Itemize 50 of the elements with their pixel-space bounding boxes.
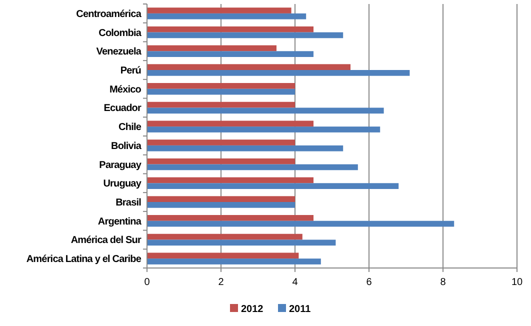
legend-label: 2012 <box>241 304 264 315</box>
y-tick-label: Centroamérica <box>76 8 142 20</box>
bar <box>147 158 295 164</box>
bar <box>147 234 302 240</box>
bar <box>147 102 295 108</box>
bar <box>147 202 295 208</box>
bar <box>147 83 295 89</box>
bar <box>147 240 336 246</box>
bar <box>147 26 314 32</box>
y-tick-label: América Latina y el Caribe <box>26 254 142 266</box>
bar <box>147 108 384 114</box>
x-tick-label: 6 <box>366 277 372 288</box>
bar <box>147 177 314 184</box>
legend-label: 2011 <box>289 304 312 315</box>
y-tick-label: Perú <box>120 66 142 76</box>
bar <box>147 183 399 189</box>
bar <box>147 8 292 14</box>
x-tick-label: 2 <box>218 277 224 288</box>
bar <box>147 215 314 221</box>
y-tick-label: Chile <box>118 122 142 134</box>
y-tick-label: Paraguay <box>99 160 142 171</box>
y-tick-label: América del Sur <box>70 235 142 246</box>
x-tick-label: 10 <box>511 277 523 288</box>
bar <box>147 220 454 227</box>
y-tick-label: Bolivia <box>111 140 142 152</box>
bar <box>147 164 358 170</box>
bar <box>147 258 321 264</box>
bar <box>147 196 295 202</box>
bar <box>147 145 344 152</box>
bar <box>147 13 306 20</box>
bar <box>147 70 410 76</box>
bar <box>147 120 314 127</box>
bar <box>147 140 295 146</box>
bar <box>147 32 344 38</box>
y-tick-label: Venezuela <box>96 46 142 58</box>
bar <box>147 88 295 95</box>
bar <box>147 64 350 70</box>
bar <box>147 45 276 52</box>
y-tick-label: Brasil <box>116 198 142 208</box>
bar <box>147 126 380 132</box>
y-tick-label: Uruguay <box>103 178 142 190</box>
y-tick-label: Argentina <box>98 216 142 228</box>
x-tick-label: 4 <box>292 277 298 288</box>
bar <box>147 51 314 57</box>
y-tick-label: Colombia <box>98 28 142 39</box>
y-tick-label: Ecuador <box>104 103 142 114</box>
x-tick-label: 8 <box>440 277 446 288</box>
y-tick-label: México <box>109 84 142 96</box>
bar <box>147 252 299 259</box>
x-tick-label: 0 <box>144 277 150 288</box>
